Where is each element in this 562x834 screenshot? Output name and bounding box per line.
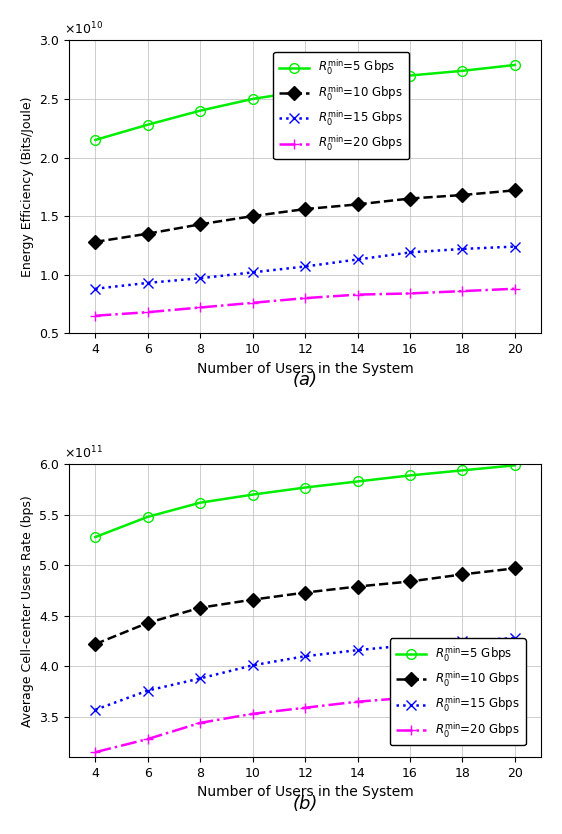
$R_0^{\rm min}$=10 Gbps	[144, 229, 151, 239]
$R_0^{\rm min}$=10 Gbps	[459, 570, 466, 580]
Line: $R_0^{\rm min}$=15 Gbps: $R_0^{\rm min}$=15 Gbps	[90, 242, 520, 294]
$R_0^{\rm min}$=10 Gbps	[354, 581, 361, 591]
$R_0^{\rm min}$=10 Gbps	[197, 603, 203, 613]
$R_0^{\rm min}$=20 Gbps	[302, 293, 309, 303]
$R_0^{\rm min}$=5 Gbps	[459, 66, 466, 76]
$R_0^{\rm min}$=5 Gbps	[354, 78, 361, 88]
Line: $R_0^{\rm min}$=15 Gbps: $R_0^{\rm min}$=15 Gbps	[90, 633, 520, 715]
Line: $R_0^{\rm min}$=10 Gbps: $R_0^{\rm min}$=10 Gbps	[90, 564, 520, 649]
$R_0^{\rm min}$=15 Gbps	[144, 686, 151, 696]
$R_0^{\rm min}$=5 Gbps	[197, 498, 203, 508]
$R_0^{\rm min}$=20 Gbps	[144, 307, 151, 317]
$R_0^{\rm min}$=10 Gbps	[407, 576, 414, 586]
$R_0^{\rm min}$=5 Gbps	[92, 135, 99, 145]
$R_0^{\rm min}$=5 Gbps	[511, 460, 518, 470]
$R_0^{\rm min}$=20 Gbps	[92, 311, 99, 321]
$R_0^{\rm min}$=15 Gbps	[197, 274, 203, 284]
Line: $R_0^{\rm min}$=5 Gbps: $R_0^{\rm min}$=5 Gbps	[90, 460, 520, 542]
$R_0^{\rm min}$=15 Gbps	[511, 242, 518, 252]
$R_0^{\rm min}$=5 Gbps	[92, 532, 99, 542]
$R_0^{\rm min}$=15 Gbps	[92, 284, 99, 294]
$R_0^{\rm min}$=5 Gbps	[407, 470, 414, 480]
$R_0^{\rm min}$=15 Gbps	[92, 705, 99, 715]
$R_0^{\rm min}$=15 Gbps	[302, 262, 309, 272]
$R_0^{\rm min}$=20 Gbps	[511, 284, 518, 294]
$R_0^{\rm min}$=20 Gbps	[354, 289, 361, 299]
Line: $R_0^{\rm min}$=5 Gbps: $R_0^{\rm min}$=5 Gbps	[90, 60, 520, 145]
Line: $R_0^{\rm min}$=20 Gbps: $R_0^{\rm min}$=20 Gbps	[90, 680, 520, 757]
$R_0^{\rm min}$=5 Gbps	[511, 60, 518, 70]
Legend: $R_0^{\rm min}$=5 Gbps, $R_0^{\rm min}$=10 Gbps, $R_0^{\rm min}$=15 Gbps, $R_0^{: $R_0^{\rm min}$=5 Gbps, $R_0^{\rm min}$=…	[273, 52, 409, 159]
$R_0^{\rm min}$=5 Gbps	[302, 483, 309, 493]
$R_0^{\rm min}$=5 Gbps	[302, 86, 309, 96]
$R_0^{\rm min}$=10 Gbps	[250, 595, 256, 605]
$R_0^{\rm min}$=15 Gbps	[459, 244, 466, 254]
Text: $\times10^{10}$: $\times10^{10}$	[65, 21, 103, 38]
$R_0^{\rm min}$=5 Gbps	[354, 476, 361, 486]
$R_0^{\rm min}$=20 Gbps	[250, 298, 256, 308]
$R_0^{\rm min}$=15 Gbps	[407, 248, 414, 258]
Text: (b): (b)	[292, 796, 318, 813]
$R_0^{\rm min}$=15 Gbps	[302, 651, 309, 661]
$R_0^{\rm min}$=5 Gbps	[459, 465, 466, 475]
Legend: $R_0^{\rm min}$=5 Gbps, $R_0^{\rm min}$=10 Gbps, $R_0^{\rm min}$=15 Gbps, $R_0^{: $R_0^{\rm min}$=5 Gbps, $R_0^{\rm min}$=…	[390, 638, 526, 746]
$R_0^{\rm min}$=15 Gbps	[354, 254, 361, 264]
$R_0^{\rm min}$=10 Gbps	[197, 219, 203, 229]
$R_0^{\rm min}$=5 Gbps	[144, 512, 151, 522]
$R_0^{\rm min}$=15 Gbps	[407, 641, 414, 651]
$R_0^{\rm min}$=20 Gbps	[459, 689, 466, 699]
$R_0^{\rm min}$=10 Gbps	[302, 588, 309, 598]
$R_0^{\rm min}$=5 Gbps	[250, 490, 256, 500]
$R_0^{\rm min}$=20 Gbps	[459, 286, 466, 296]
$R_0^{\rm min}$=10 Gbps	[92, 237, 99, 247]
$R_0^{\rm min}$=20 Gbps	[407, 289, 414, 299]
Text: $\times10^{11}$: $\times10^{11}$	[65, 445, 103, 461]
$R_0^{\rm min}$=20 Gbps	[144, 734, 151, 744]
$R_0^{\rm min}$=15 Gbps	[511, 633, 518, 643]
Text: (a): (a)	[293, 371, 318, 389]
$R_0^{\rm min}$=10 Gbps	[459, 190, 466, 200]
$R_0^{\rm min}$=10 Gbps	[354, 199, 361, 209]
$R_0^{\rm min}$=20 Gbps	[354, 696, 361, 706]
$R_0^{\rm min}$=5 Gbps	[250, 94, 256, 104]
$R_0^{\rm min}$=15 Gbps	[250, 268, 256, 278]
$R_0^{\rm min}$=10 Gbps	[92, 639, 99, 649]
$R_0^{\rm min}$=10 Gbps	[511, 563, 518, 573]
$R_0^{\rm min}$=10 Gbps	[302, 204, 309, 214]
Line: $R_0^{\rm min}$=10 Gbps: $R_0^{\rm min}$=10 Gbps	[90, 185, 520, 247]
$R_0^{\rm min}$=5 Gbps	[197, 106, 203, 116]
$R_0^{\rm min}$=20 Gbps	[197, 303, 203, 313]
$R_0^{\rm min}$=20 Gbps	[197, 718, 203, 728]
$R_0^{\rm min}$=15 Gbps	[144, 278, 151, 288]
X-axis label: Number of Users in the System: Number of Users in the System	[197, 786, 414, 800]
$R_0^{\rm min}$=15 Gbps	[459, 636, 466, 646]
$R_0^{\rm min}$=15 Gbps	[354, 646, 361, 656]
X-axis label: Number of Users in the System: Number of Users in the System	[197, 362, 414, 375]
$R_0^{\rm min}$=5 Gbps	[407, 71, 414, 81]
$R_0^{\rm min}$=10 Gbps	[407, 193, 414, 203]
$R_0^{\rm min}$=15 Gbps	[250, 661, 256, 671]
Y-axis label: Energy Efficiency (Bits/Joule): Energy Efficiency (Bits/Joule)	[21, 97, 34, 277]
$R_0^{\rm min}$=10 Gbps	[250, 211, 256, 221]
Y-axis label: Average Cell-center Users Rate (bps): Average Cell-center Users Rate (bps)	[21, 495, 34, 726]
$R_0^{\rm min}$=10 Gbps	[144, 618, 151, 628]
$R_0^{\rm min}$=15 Gbps	[197, 673, 203, 683]
$R_0^{\rm min}$=20 Gbps	[250, 709, 256, 719]
$R_0^{\rm min}$=10 Gbps	[511, 185, 518, 195]
$R_0^{\rm min}$=5 Gbps	[144, 120, 151, 130]
$R_0^{\rm min}$=20 Gbps	[92, 747, 99, 757]
$R_0^{\rm min}$=20 Gbps	[407, 692, 414, 702]
$R_0^{\rm min}$=20 Gbps	[302, 703, 309, 713]
$R_0^{\rm min}$=20 Gbps	[511, 680, 518, 690]
Line: $R_0^{\rm min}$=20 Gbps: $R_0^{\rm min}$=20 Gbps	[90, 284, 520, 320]
